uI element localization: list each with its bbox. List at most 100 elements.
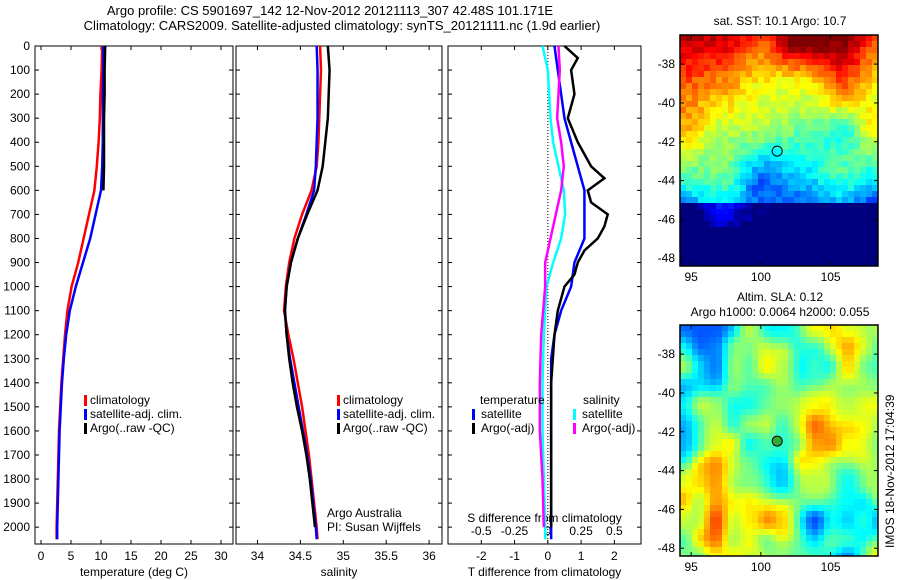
map-cell (794, 233, 800, 239)
map-cell (758, 125, 764, 131)
map-cell (866, 215, 872, 221)
map-cell (704, 511, 710, 517)
map-cell (872, 481, 878, 487)
map-cell (758, 457, 764, 463)
map-cell (740, 493, 746, 499)
map-cell (860, 65, 866, 71)
map-cell (854, 221, 860, 227)
map-cell (836, 125, 842, 131)
map-cell (776, 263, 782, 266)
x-axis-label: T difference from climatology (468, 565, 622, 579)
map-cell (830, 185, 836, 191)
map-cell (788, 451, 794, 457)
map-cell (728, 35, 734, 41)
map-cell (800, 251, 806, 257)
map-cell (710, 173, 716, 179)
map-cell (872, 113, 878, 119)
map-cell (710, 179, 716, 185)
map-cell (818, 125, 824, 131)
y-tick-label: 200 (10, 87, 30, 101)
map-cell (854, 251, 860, 257)
map-cell (764, 439, 770, 445)
map-cell (854, 215, 860, 221)
map-cell (830, 547, 836, 553)
map-cell (776, 475, 782, 481)
map-cell (692, 35, 698, 41)
map-cell (830, 523, 836, 529)
map-cell (782, 355, 788, 361)
map-cell (746, 409, 752, 415)
map-cell (800, 385, 806, 391)
map-cell (692, 367, 698, 373)
map-cell (806, 233, 812, 239)
map-cell (686, 41, 692, 47)
map-cell (698, 209, 704, 215)
map-cell (782, 35, 788, 41)
map-cell (860, 173, 866, 179)
map-cell (818, 451, 824, 457)
map-cell (734, 257, 740, 263)
y-tick-label: 300 (10, 111, 30, 125)
map-cell (728, 251, 734, 257)
map-cell (740, 517, 746, 523)
map-cell (800, 523, 806, 529)
map-cell (734, 83, 740, 89)
map-cell (830, 331, 836, 337)
map-cell (686, 113, 692, 119)
map-cell (782, 107, 788, 113)
map-cell (740, 505, 746, 511)
map-cell (794, 155, 800, 161)
map-cell (680, 233, 686, 239)
legend-label: climatology (90, 393, 150, 407)
map-cell (770, 101, 776, 107)
map-cell (758, 191, 764, 197)
map-cell (806, 469, 812, 475)
map-cell (758, 415, 764, 421)
map-cell (728, 161, 734, 167)
map-cell (824, 89, 830, 95)
map-cell (782, 257, 788, 263)
map-cell (752, 337, 758, 343)
map-cell (800, 239, 806, 245)
map-cell (740, 167, 746, 173)
map-cell (740, 421, 746, 427)
map-cell (848, 427, 854, 433)
map-cell (680, 113, 686, 119)
map-cell (824, 325, 830, 331)
map-cell (794, 505, 800, 511)
map-cell (752, 53, 758, 59)
map-cell (716, 499, 722, 505)
map-cell (764, 475, 770, 481)
map-cell (758, 113, 764, 119)
map-cell (698, 499, 704, 505)
map-cell (866, 101, 872, 107)
map-cell (806, 77, 812, 83)
map-cell (854, 523, 860, 529)
map-cell (866, 373, 872, 379)
map-cell (842, 161, 848, 167)
map-cell (788, 83, 794, 89)
map-cell (692, 245, 698, 251)
map-cell (800, 77, 806, 83)
y-tick-label: 1700 (3, 448, 30, 462)
map-cell (842, 71, 848, 77)
map-cell (722, 457, 728, 463)
map-cell (692, 71, 698, 77)
map-cell (794, 481, 800, 487)
map-cell (764, 179, 770, 185)
map-cell (734, 101, 740, 107)
map-cell (782, 331, 788, 337)
map-cell (800, 209, 806, 215)
map-cell (716, 463, 722, 469)
map-cell (704, 239, 710, 245)
map-cell (818, 47, 824, 53)
map-cell (746, 101, 752, 107)
map-cell (872, 125, 878, 131)
map-cell (854, 149, 860, 155)
map-cell (782, 101, 788, 107)
map-cell (746, 457, 752, 463)
map-cell (836, 209, 842, 215)
map-cell (782, 535, 788, 541)
map-cell (836, 379, 842, 385)
map-cell (758, 41, 764, 47)
